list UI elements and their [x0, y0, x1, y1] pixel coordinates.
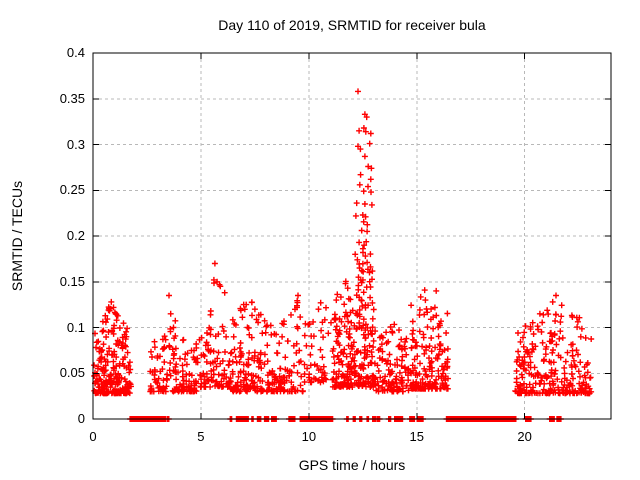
y-tick-label: 0.4 [66, 45, 85, 60]
y-tick-label: 0.35 [59, 90, 85, 106]
x-tick-label: 5 [197, 429, 205, 444]
y-tick-label: 0.3 [66, 136, 85, 152]
y-tick-label: 0.05 [59, 365, 85, 381]
scatter-points-srmtid [91, 88, 595, 422]
y-tick-label: 0 [77, 411, 85, 426]
y-axis-label: SRMTID / TECUs [9, 180, 25, 292]
x-tick-label: 0 [89, 429, 97, 444]
chart-title: Day 110 of 2019, SRMTID for receiver bul… [218, 17, 486, 33]
y-tick-label: 0.1 [66, 319, 85, 335]
x-tick-label: 20 [517, 429, 532, 444]
y-tick-label: 0.15 [59, 273, 85, 289]
x-tick-label: 15 [409, 429, 424, 444]
y-tick-label: 0.25 [59, 182, 85, 198]
y-tick-label: 0.2 [66, 228, 85, 243]
x-tick-label: 10 [301, 429, 317, 444]
axis-ticks [92, 52, 611, 420]
x-axis-label: GPS time / hours [298, 457, 406, 473]
